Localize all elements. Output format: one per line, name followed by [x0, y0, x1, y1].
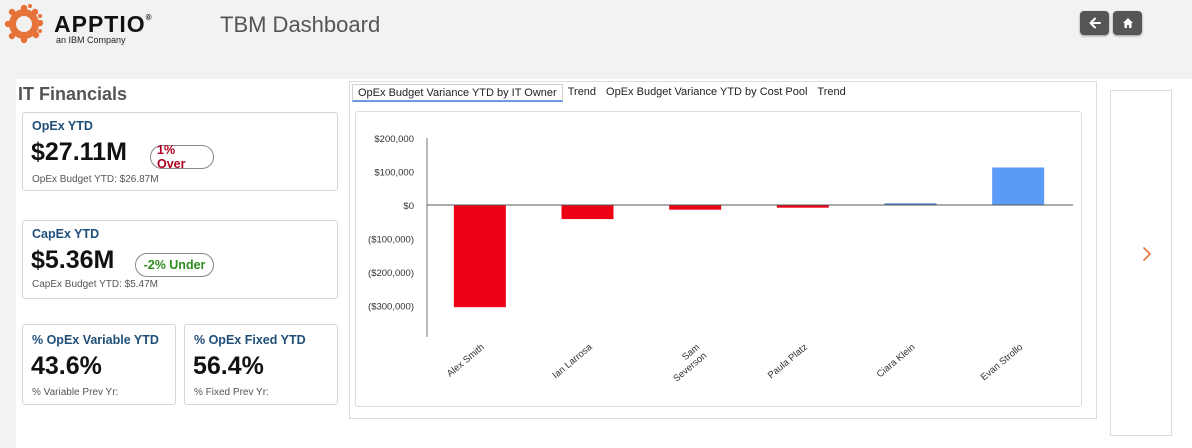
status-badge: -2% Under [135, 253, 214, 277]
x-tick-label: SamSeverson [664, 342, 709, 385]
home-button[interactable] [1113, 11, 1142, 35]
x-tick-label-line: Evan Strollo [979, 342, 1025, 383]
x-tick-label-line: Paula Platz [766, 342, 810, 381]
next-chevron-icon[interactable] [1142, 244, 1152, 266]
bar [776, 205, 829, 208]
capex-ytd-card[interactable]: CapEx YTD $5.36M -2% Under CapEx Budget … [22, 220, 338, 299]
tab-trend-owner[interactable]: Trend [567, 86, 597, 98]
x-tick-label: Ian Larrosa [551, 341, 595, 381]
y-tick-label: $200,000 [374, 134, 414, 145]
card-subtext: % Fixed Prev Yr: [194, 387, 269, 398]
card-subtext: CapEx Budget YTD: $5.47M [32, 279, 158, 290]
logo-subtitle: an IBM Company [56, 35, 126, 45]
x-tick-label: Ciara Klein [875, 342, 918, 380]
tab-opex-variance-by-owner[interactable]: OpEx Budget Variance YTD by IT Owner [352, 84, 563, 102]
tab-opex-variance-by-cost-pool[interactable]: OpEx Budget Variance YTD by Cost Pool [606, 86, 808, 98]
y-tick-label: ($200,000) [368, 268, 414, 279]
opex-ytd-card[interactable]: OpEx YTD $27.11M 1% Over OpEx Budget YTD… [22, 112, 338, 191]
x-tick-label: Alex Smith [445, 342, 487, 380]
card-label: % OpEx Variable YTD [32, 333, 159, 347]
x-tick-label: Evan Strollo [979, 342, 1025, 383]
variance-bar-chart: $200,000 $100,000 $0 ($100,000) ($200,000) ($… [368, 134, 1073, 385]
bar [561, 205, 614, 220]
back-button[interactable] [1080, 11, 1109, 35]
x-tick-label-line: Alex Smith [445, 342, 487, 380]
bar [884, 203, 937, 205]
chart-tabs: OpEx Budget Variance YTD by IT Owner Tre… [352, 84, 851, 102]
card-value: $5.36M [31, 246, 115, 274]
card-label: OpEx YTD [32, 119, 93, 133]
card-label: % OpEx Fixed YTD [194, 333, 306, 347]
opex-variable-card[interactable]: % OpEx Variable YTD 43.6% % Variable Pre… [22, 324, 176, 405]
card-subtext: % Variable Prev Yr: [32, 387, 119, 398]
logo-wordmark: APPTIO® [54, 11, 153, 37]
x-tick-label-line: Ciara Klein [875, 342, 918, 380]
x-tick-label-line: Ian Larrosa [551, 341, 595, 381]
y-tick-label: ($100,000) [368, 235, 414, 246]
opex-fixed-card[interactable]: % OpEx Fixed YTD 56.4% % Fixed Prev Yr: [184, 324, 338, 405]
card-label: CapEx YTD [32, 227, 100, 241]
apptio-logo[interactable]: APPTIO® an IBM Company [4, 4, 174, 46]
next-panel [1110, 90, 1172, 436]
bar [453, 205, 506, 308]
bar [992, 167, 1045, 205]
arrow-left-icon [1089, 17, 1101, 29]
app-header: APPTIO® an IBM Company TBM Dashboard [0, 0, 1192, 78]
card-value: $27.11M [31, 138, 127, 166]
page-title: TBM Dashboard [220, 12, 381, 37]
bar [669, 205, 722, 210]
tab-trend-cost-pool[interactable]: Trend [817, 86, 846, 98]
card-value: 56.4% [193, 352, 264, 380]
y-tick-label: $0 [403, 201, 414, 212]
chart-container: $200,000 $100,000 $0 ($100,000) ($200,000) ($… [355, 111, 1082, 407]
section-title: IT Financials [18, 84, 128, 104]
apptio-logo-mark-icon [4, 4, 44, 44]
y-tick-label: $100,000 [374, 168, 414, 179]
card-value: 43.6% [31, 352, 102, 380]
x-tick-label: Paula Platz [766, 342, 810, 381]
home-icon [1122, 18, 1133, 28]
y-tick-label: ($300,000) [368, 302, 414, 313]
card-subtext: OpEx Budget YTD: $26.87M [32, 174, 159, 185]
status-badge: 1% Over [150, 143, 214, 171]
